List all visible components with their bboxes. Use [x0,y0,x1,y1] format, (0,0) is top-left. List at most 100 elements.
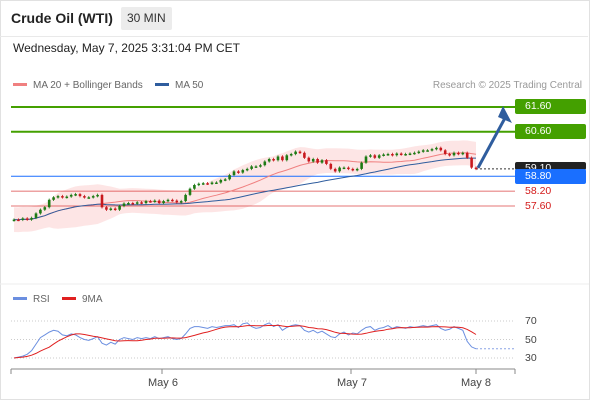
candle-body [21,218,25,220]
candle-body [364,156,368,163]
legend-9ma-label: 9MA [82,294,103,305]
candle-body [320,160,324,163]
candle-body [184,194,187,202]
candle-body [399,153,403,155]
candle-body [47,199,51,208]
candle-body [259,165,262,167]
candle-body [303,152,306,158]
legend-ma20: MA 20 + Bollinger Bands [13,80,143,92]
candle-body [144,201,148,204]
candle-body [404,154,407,156]
candle-body [56,196,60,198]
candle-body [197,183,201,186]
candle-body [237,171,240,173]
candle-body [39,209,42,214]
candle-body [263,161,267,166]
candle-body [162,201,165,204]
candle-body [179,201,183,203]
candle-body [206,183,209,185]
candle-body [78,194,82,197]
ma50-line [13,157,476,221]
candle-body [74,194,77,196]
candle-body [166,199,170,202]
legend-rsi: RSI [13,294,50,306]
candle-body [307,157,311,162]
candle-body [201,183,205,185]
candle-body [175,200,179,203]
candle-body [83,196,86,198]
candle-body [34,213,38,218]
candle-body [342,167,346,170]
candle-body [448,154,451,156]
candle-body [69,194,73,197]
candle-body [338,167,341,172]
candle-body [17,219,20,222]
candle-body [113,208,117,210]
candle-body [135,202,139,204]
candle-body [43,207,47,210]
candle-body [171,199,174,202]
forecast-arrow [476,117,507,169]
candle-body [474,167,478,170]
legend-9ma: 9MA [62,294,103,306]
candle-body [281,156,284,161]
candle-body [232,171,236,176]
candle-body [127,203,130,205]
candle-body [87,197,91,199]
support-2-label: 57.60 [525,200,552,212]
candle-body [360,162,363,169]
candle-body [276,156,280,161]
candle-body [298,151,302,154]
chart-header: Crude Oil (WTI) 30 MIN [0,0,588,37]
candle-body [219,180,223,183]
candle-body [421,150,425,152]
candle-body [61,196,64,198]
timeframe-badge[interactable]: 30 MIN [121,7,172,30]
candle-body [109,208,113,210]
rsi-tick-30: 30 [525,352,537,364]
resistance-2-badge: 61.60 [515,99,586,114]
candle-body [439,147,443,151]
x-label-may7: May 7 [337,377,367,389]
forecast-arrowhead-icon [498,106,512,123]
candle-body [465,152,469,158]
candle-body [461,152,465,155]
candle-body [153,200,157,203]
candle-body [452,152,456,156]
rsi-line [13,322,477,359]
resistance-1-badge: 60.60 [515,124,586,139]
ma9-swatch-icon [62,296,76,300]
ma50-swatch-icon [155,82,169,86]
candle-body [426,150,429,152]
candle-body [289,154,293,156]
candle-body [245,168,249,171]
x-label-may6: May 6 [148,377,178,389]
candle-body [52,197,55,200]
candle-body [193,185,196,189]
candle-body [417,151,421,154]
candle-body [241,170,245,173]
candle-body [294,151,297,155]
research-credit: Research © 2025 Trading Central [432,80,582,91]
timestamp: Wednesday, May 7, 2025 3:31:04 PM CET [13,41,241,55]
candle-body [382,154,385,156]
candle-body [395,153,399,156]
candle-body [355,168,359,171]
last-price-badge: 59.10 [515,162,586,170]
candle-body [30,217,33,220]
candle-body [140,202,143,204]
rsi-tick-70: 70 [525,315,537,327]
candle-body [12,219,16,222]
candle-body [25,218,29,220]
legend-ma50-label: MA 50 [175,80,204,91]
candle-body [311,159,315,162]
rsi-tick-50: 50 [525,334,537,346]
candle-body [91,196,95,198]
candle-body [254,166,258,168]
ma20-swatch-icon [13,82,27,86]
candle-body [65,196,69,199]
candle-body [215,182,218,184]
x-label-may8: May 8 [461,377,491,389]
candle-body [188,188,192,195]
